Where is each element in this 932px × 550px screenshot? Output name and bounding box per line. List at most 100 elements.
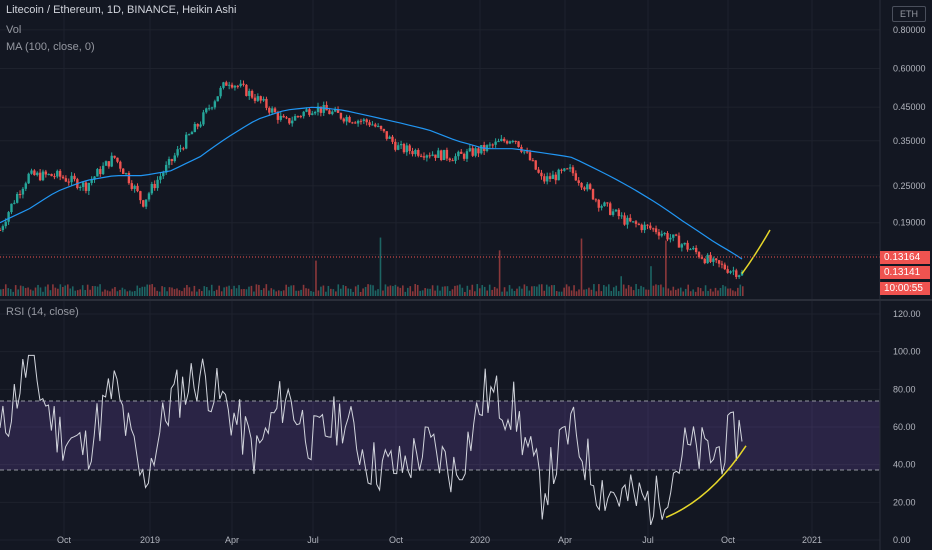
candle-body	[385, 131, 388, 139]
volume-bar	[667, 288, 670, 296]
candle-body	[689, 249, 692, 251]
volume-bar	[409, 286, 412, 296]
volume-bar	[558, 291, 560, 296]
candle-body	[33, 170, 36, 176]
volume-bar	[238, 285, 240, 296]
candle-body	[517, 141, 520, 148]
volume-bar	[521, 288, 523, 296]
candle-body	[176, 149, 179, 156]
volume-bar	[722, 285, 724, 296]
candle-body	[626, 217, 629, 225]
volume-bar	[466, 285, 469, 296]
candle-body	[434, 154, 437, 158]
volume-bar	[605, 286, 608, 296]
volume-bar	[186, 284, 188, 296]
volume-bar	[54, 287, 57, 296]
candle-body	[339, 112, 343, 119]
candle-body	[81, 182, 85, 187]
volume-bar	[138, 287, 141, 296]
volume-bar	[7, 288, 10, 296]
candle-body	[90, 179, 93, 183]
volume-bar	[402, 285, 404, 296]
candle-body	[36, 172, 39, 176]
volume-bar	[39, 287, 42, 296]
candle-body	[494, 141, 497, 145]
rsi-label: RSI (14, close)	[6, 306, 79, 318]
candle-body	[207, 108, 211, 110]
candle-body	[697, 252, 701, 258]
volume-bar	[615, 285, 618, 296]
volume-bar	[642, 287, 645, 296]
candle-body	[637, 223, 641, 225]
volume-bar	[459, 284, 461, 296]
volume-bar	[94, 286, 96, 296]
volume-bar	[287, 286, 290, 296]
candle-body	[376, 125, 380, 127]
time-tick-label: 2020	[470, 535, 490, 545]
countdown-tag: 10:00:55	[880, 282, 930, 295]
volume-bar	[134, 290, 136, 296]
volume-bar	[672, 286, 675, 296]
volume-bar	[593, 284, 595, 296]
volume-bar	[387, 286, 389, 296]
volume-bar	[665, 240, 667, 296]
candle-body	[162, 172, 165, 177]
volume-bar	[312, 291, 315, 296]
volume-bar	[662, 287, 665, 296]
candle-body	[545, 176, 549, 182]
candle-body	[256, 96, 260, 101]
volume-bar	[714, 287, 717, 296]
volume-bar	[37, 284, 39, 296]
candle-body	[7, 212, 10, 222]
candle-body	[371, 124, 374, 126]
volume-bar	[486, 290, 488, 296]
candle-body	[348, 116, 351, 123]
volume-bar	[223, 287, 225, 296]
price-tick-label: 0.80000	[893, 25, 926, 35]
volume-bar	[109, 291, 111, 296]
volume-bar	[565, 284, 568, 296]
volume-bar	[674, 289, 677, 296]
volume-bar	[203, 286, 206, 296]
candle-body	[583, 187, 586, 190]
volume-bar	[136, 285, 139, 296]
volume-bar	[511, 288, 513, 296]
candle-body	[288, 118, 291, 124]
candle-body	[96, 169, 99, 177]
candle-body	[219, 87, 222, 97]
volume-bar	[295, 290, 297, 296]
candle-body	[557, 169, 560, 181]
time-tick-label: Oct	[721, 535, 736, 545]
volume-bar	[640, 285, 642, 296]
candle-body	[568, 167, 572, 169]
projection-curve	[741, 229, 771, 275]
candle-body	[631, 221, 635, 223]
volume-bar	[436, 285, 439, 296]
candle-body	[190, 132, 194, 135]
volume-bar	[416, 285, 419, 296]
volume-bar	[595, 291, 598, 296]
volume-bar	[647, 289, 650, 296]
volume-bar	[121, 287, 124, 296]
candle-body	[620, 215, 623, 217]
volume-bar	[0, 289, 2, 296]
candle-body	[726, 269, 729, 273]
volume-bar	[684, 288, 687, 296]
volume-bar	[545, 284, 548, 296]
candle-body	[67, 181, 70, 183]
volume-bar	[148, 284, 151, 296]
volume-bar	[305, 288, 307, 296]
volume-bar	[322, 285, 325, 296]
candle-body	[164, 164, 168, 173]
candle-body	[139, 191, 142, 201]
candle-body	[439, 150, 443, 161]
price-tick-label: 0.45000	[893, 102, 926, 112]
volume-bar	[119, 289, 121, 296]
volume-bar	[580, 238, 583, 296]
volume-bar	[19, 285, 22, 296]
currency-badge[interactable]: ETH	[892, 6, 926, 22]
volume-bar	[620, 276, 623, 296]
volume-bar	[151, 284, 153, 296]
volume-bar	[404, 291, 407, 296]
